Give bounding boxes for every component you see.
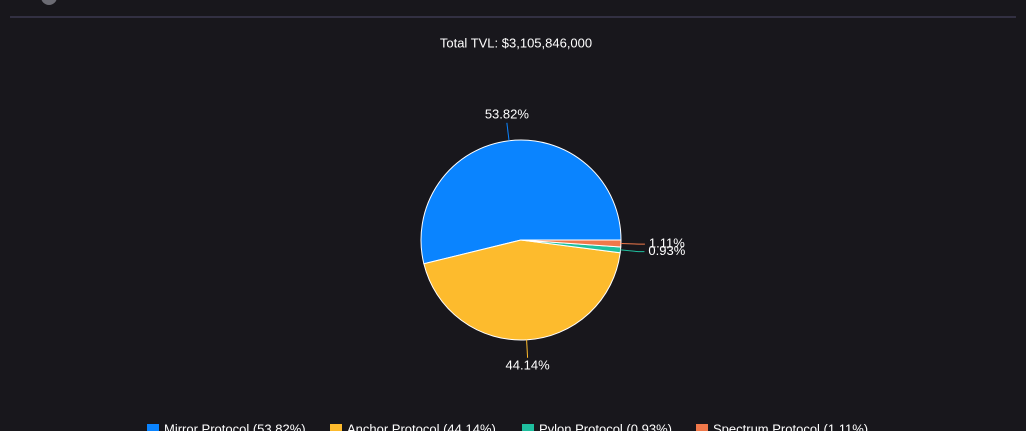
data-label: 0.93% [648,243,685,258]
leader-line [620,242,645,245]
data-label: 44.14% [506,357,551,372]
legend-swatch [147,424,159,431]
legend-label: Pylon Protocol (0.93%) [539,421,672,431]
leader-line [620,249,645,253]
leader-line [526,339,529,358]
legend-swatch [696,424,708,431]
data-label: 1.11% [649,236,685,251]
leader-line [506,122,510,141]
data-label: 53.82% [485,106,530,121]
legend-swatch [330,424,342,431]
legend-label: Spectrum Protocol (1.11%) [713,421,868,431]
legend-label: Mirror Protocol (53.82%) [164,421,306,431]
chart-title: Total TVL: $3,105,846,000 [440,35,592,50]
pie-slice [420,139,622,265]
info-icon[interactable] [41,0,57,5]
legend-label: Anchor Protocol (44.14%) [347,421,496,431]
legend-swatch [522,424,534,431]
